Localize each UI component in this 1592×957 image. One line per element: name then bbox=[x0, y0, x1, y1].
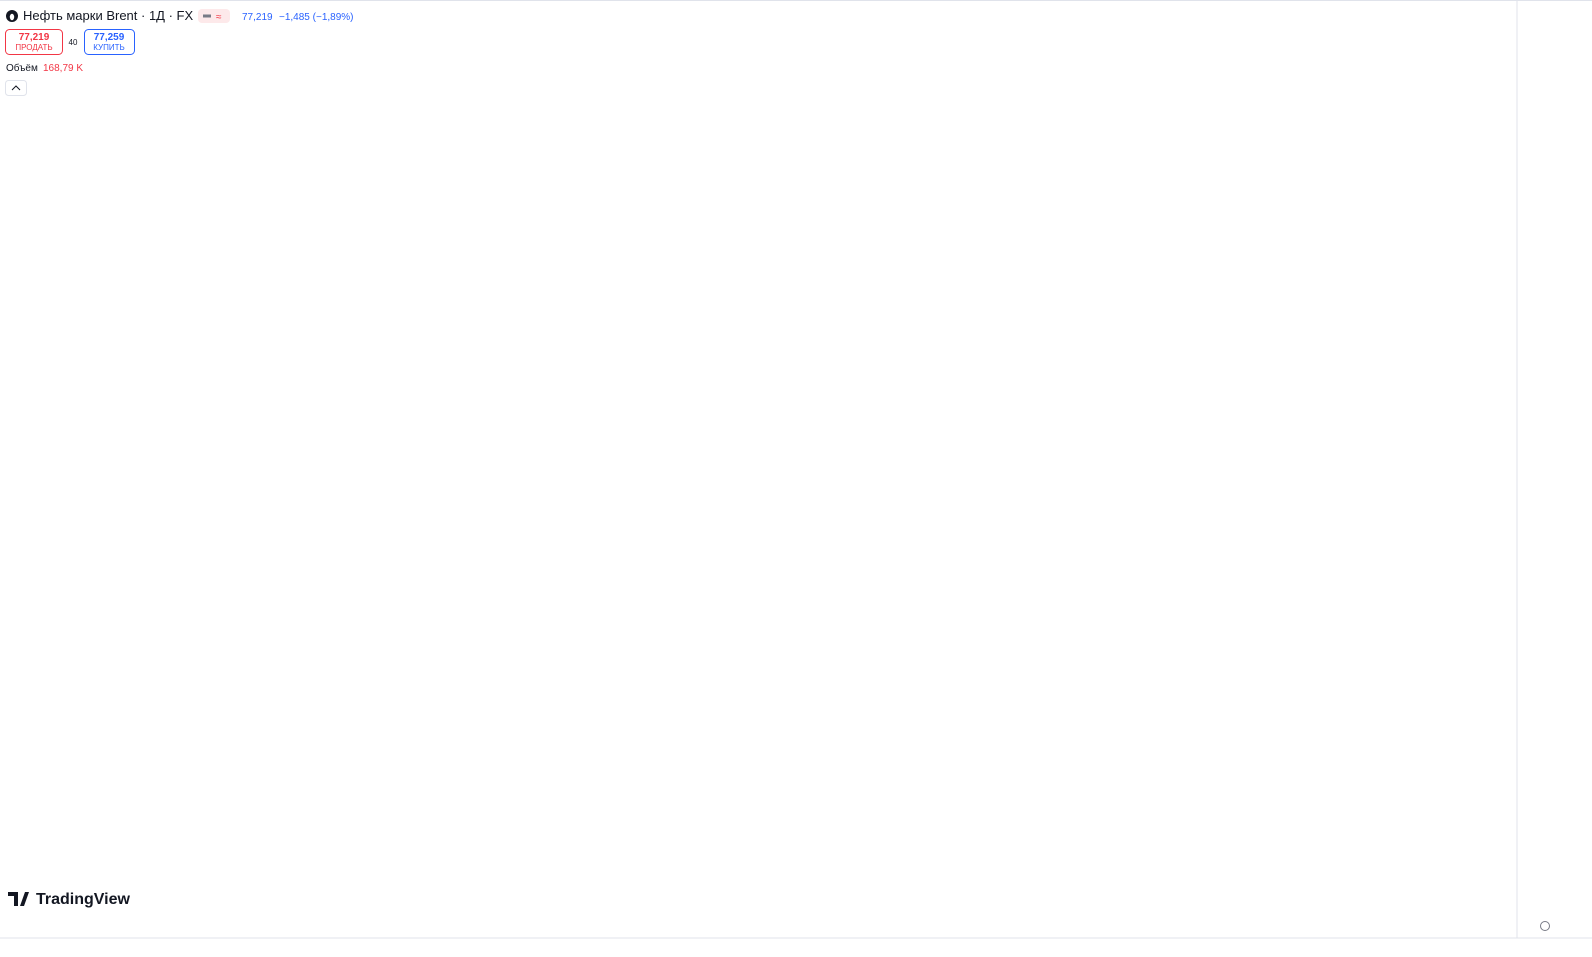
sell-button[interactable] bbox=[5, 29, 63, 55]
collapse-button[interactable] bbox=[5, 80, 27, 96]
spread: 40 bbox=[69, 38, 78, 47]
status-badge[interactable] bbox=[198, 9, 230, 23]
collapse-icon bbox=[11, 85, 21, 91]
status-icon: ≈ bbox=[216, 12, 222, 23]
symbol-icon bbox=[9, 13, 15, 21]
sell-price: 77,219 bbox=[19, 32, 50, 43]
sell-label: ПРОДАТЬ bbox=[15, 43, 52, 52]
last-price: 77,219 bbox=[242, 12, 273, 23]
buy-button[interactable] bbox=[84, 29, 135, 55]
logo-text: TradingView bbox=[36, 891, 131, 908]
buy-label: КУПИТЬ bbox=[93, 43, 124, 52]
settings-icon[interactable] bbox=[1540, 921, 1550, 931]
price-change: −1,485 (−1,89%) bbox=[279, 12, 354, 23]
volume-legend: Объём bbox=[6, 62, 38, 74]
status-icon bbox=[203, 14, 211, 18]
volume-legend-value: 168,79 K bbox=[43, 63, 83, 74]
buy-price: 77,259 bbox=[94, 32, 125, 43]
chart-title: Нефть марки Brent · 1Д · FX bbox=[23, 8, 193, 23]
logo-icon bbox=[8, 892, 29, 906]
